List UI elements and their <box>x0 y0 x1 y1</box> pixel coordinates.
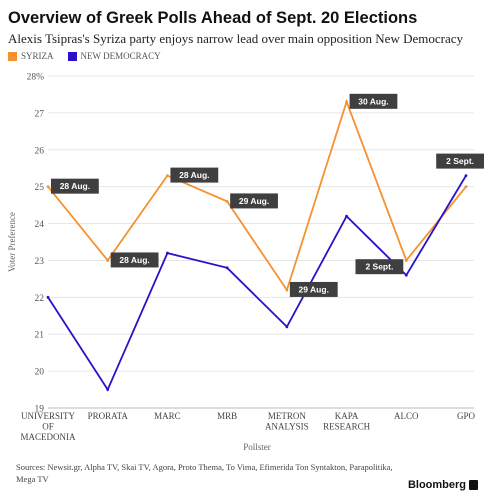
data-point <box>404 273 408 277</box>
legend-swatch-syriza <box>8 51 17 61</box>
data-point <box>46 185 50 189</box>
chart-subtitle: Alexis Tsipras's Syriza party enjoys nar… <box>8 31 463 46</box>
data-point <box>166 174 169 178</box>
x-tick-label-line: MARC <box>154 411 181 421</box>
callout-label: 30 Aug. <box>358 96 388 106</box>
data-point <box>464 174 468 178</box>
callout-box <box>289 281 338 297</box>
y-tick-label: 21 <box>35 331 45 341</box>
y-tick-label: 27 <box>35 109 45 119</box>
y-tick-label: 20 <box>35 368 45 378</box>
bloomberg-terminal-icon <box>469 480 478 490</box>
y-tick-label: 19 <box>35 405 45 415</box>
data-point <box>345 100 348 104</box>
data-point <box>225 200 229 203</box>
data-point <box>285 325 289 329</box>
chart-legend: SYRIZA NEW DEMOCRACY <box>8 51 161 61</box>
legend-item-new-democracy: NEW DEMOCRACY <box>67 51 161 61</box>
y-tick-label: 25 <box>35 183 45 193</box>
callout-label: 28 Aug. <box>60 181 90 191</box>
callout-label: 2 Sept. <box>446 156 474 166</box>
series-line-syriza <box>47 99 467 293</box>
data-point <box>464 185 468 189</box>
x-axis-label: Pollster <box>243 442 271 452</box>
callout-label: 29 Aug. <box>239 196 269 206</box>
y-axis-label: Voter Preference <box>7 212 17 272</box>
callout-box <box>230 193 278 209</box>
legend-label-syriza: SYRIZA <box>21 51 54 61</box>
data-point <box>225 266 229 270</box>
y-tick-label: 23 <box>35 257 45 267</box>
callout-box <box>355 259 404 275</box>
x-tick-label-line: METRON <box>268 411 307 421</box>
callout-label: 28 Aug. <box>179 170 209 180</box>
legend-item-syriza: SYRIZA <box>8 51 54 61</box>
callout-box <box>110 252 159 268</box>
data-point <box>46 295 50 299</box>
x-tick-label: MRB <box>217 411 237 421</box>
y-tick-label: 24 <box>35 220 45 230</box>
x-tick-label-line: OF <box>42 422 54 432</box>
y-tick-label: 28% <box>27 73 45 83</box>
x-tick-label-line: MACEDONIA <box>21 432 76 442</box>
y-tick-label: 26 <box>35 146 45 156</box>
callout-label: 2 Sept. <box>365 262 393 272</box>
x-tick-label: UNIVERSITY OF MACEDONIA <box>21 411 76 442</box>
x-tick-label: METRON ANALYSIS <box>265 411 309 432</box>
data-point <box>166 251 169 255</box>
x-tick-label: ALCO <box>394 411 419 421</box>
data-point <box>285 288 289 292</box>
x-tick-label-line: ANALYSIS <box>265 422 309 432</box>
x-tick-label-line: GPO <box>457 411 476 421</box>
x-tick-label: KAPA RESEARCH <box>323 411 371 432</box>
x-tick-label-line: MRB <box>217 411 237 421</box>
callout-box <box>436 153 484 169</box>
data-point <box>345 214 348 218</box>
brand-name: Bloomberg <box>407 479 466 491</box>
callout-box <box>170 167 219 183</box>
x-tick-label: MARC <box>154 411 181 421</box>
data-point <box>404 259 408 262</box>
x-tick-label-line: KAPA <box>335 411 359 421</box>
y-tick-label: 22 <box>35 294 45 304</box>
x-tick-label-line: ALCO <box>394 411 419 421</box>
x-tick-label-line: PRORATA <box>88 411 129 421</box>
callout-label: 28 Aug. <box>119 255 149 265</box>
x-tick-label-line: RESEARCH <box>323 422 371 432</box>
x-tick-label: PRORATA <box>88 411 129 421</box>
bloomberg-logo: Bloomberg <box>408 479 478 491</box>
sources-note: Sources: Newsit.gr, Alpha TV, Skai TV, A… <box>16 462 393 484</box>
callout-box <box>349 93 398 109</box>
chart-title: Overview of Greek Polls Ahead of Sept. 2… <box>8 9 418 27</box>
x-tick-label-line: UNIVERSITY <box>21 411 75 421</box>
legend-swatch-new-democracy <box>67 51 77 61</box>
x-tick-label: GPO <box>457 411 476 421</box>
legend-label-new-democracy: NEW DEMOCRACY <box>80 51 161 61</box>
data-point <box>106 259 110 262</box>
data-point <box>106 388 110 391</box>
callout-label: 29 Aug. <box>299 284 329 294</box>
callout-box <box>51 178 99 194</box>
